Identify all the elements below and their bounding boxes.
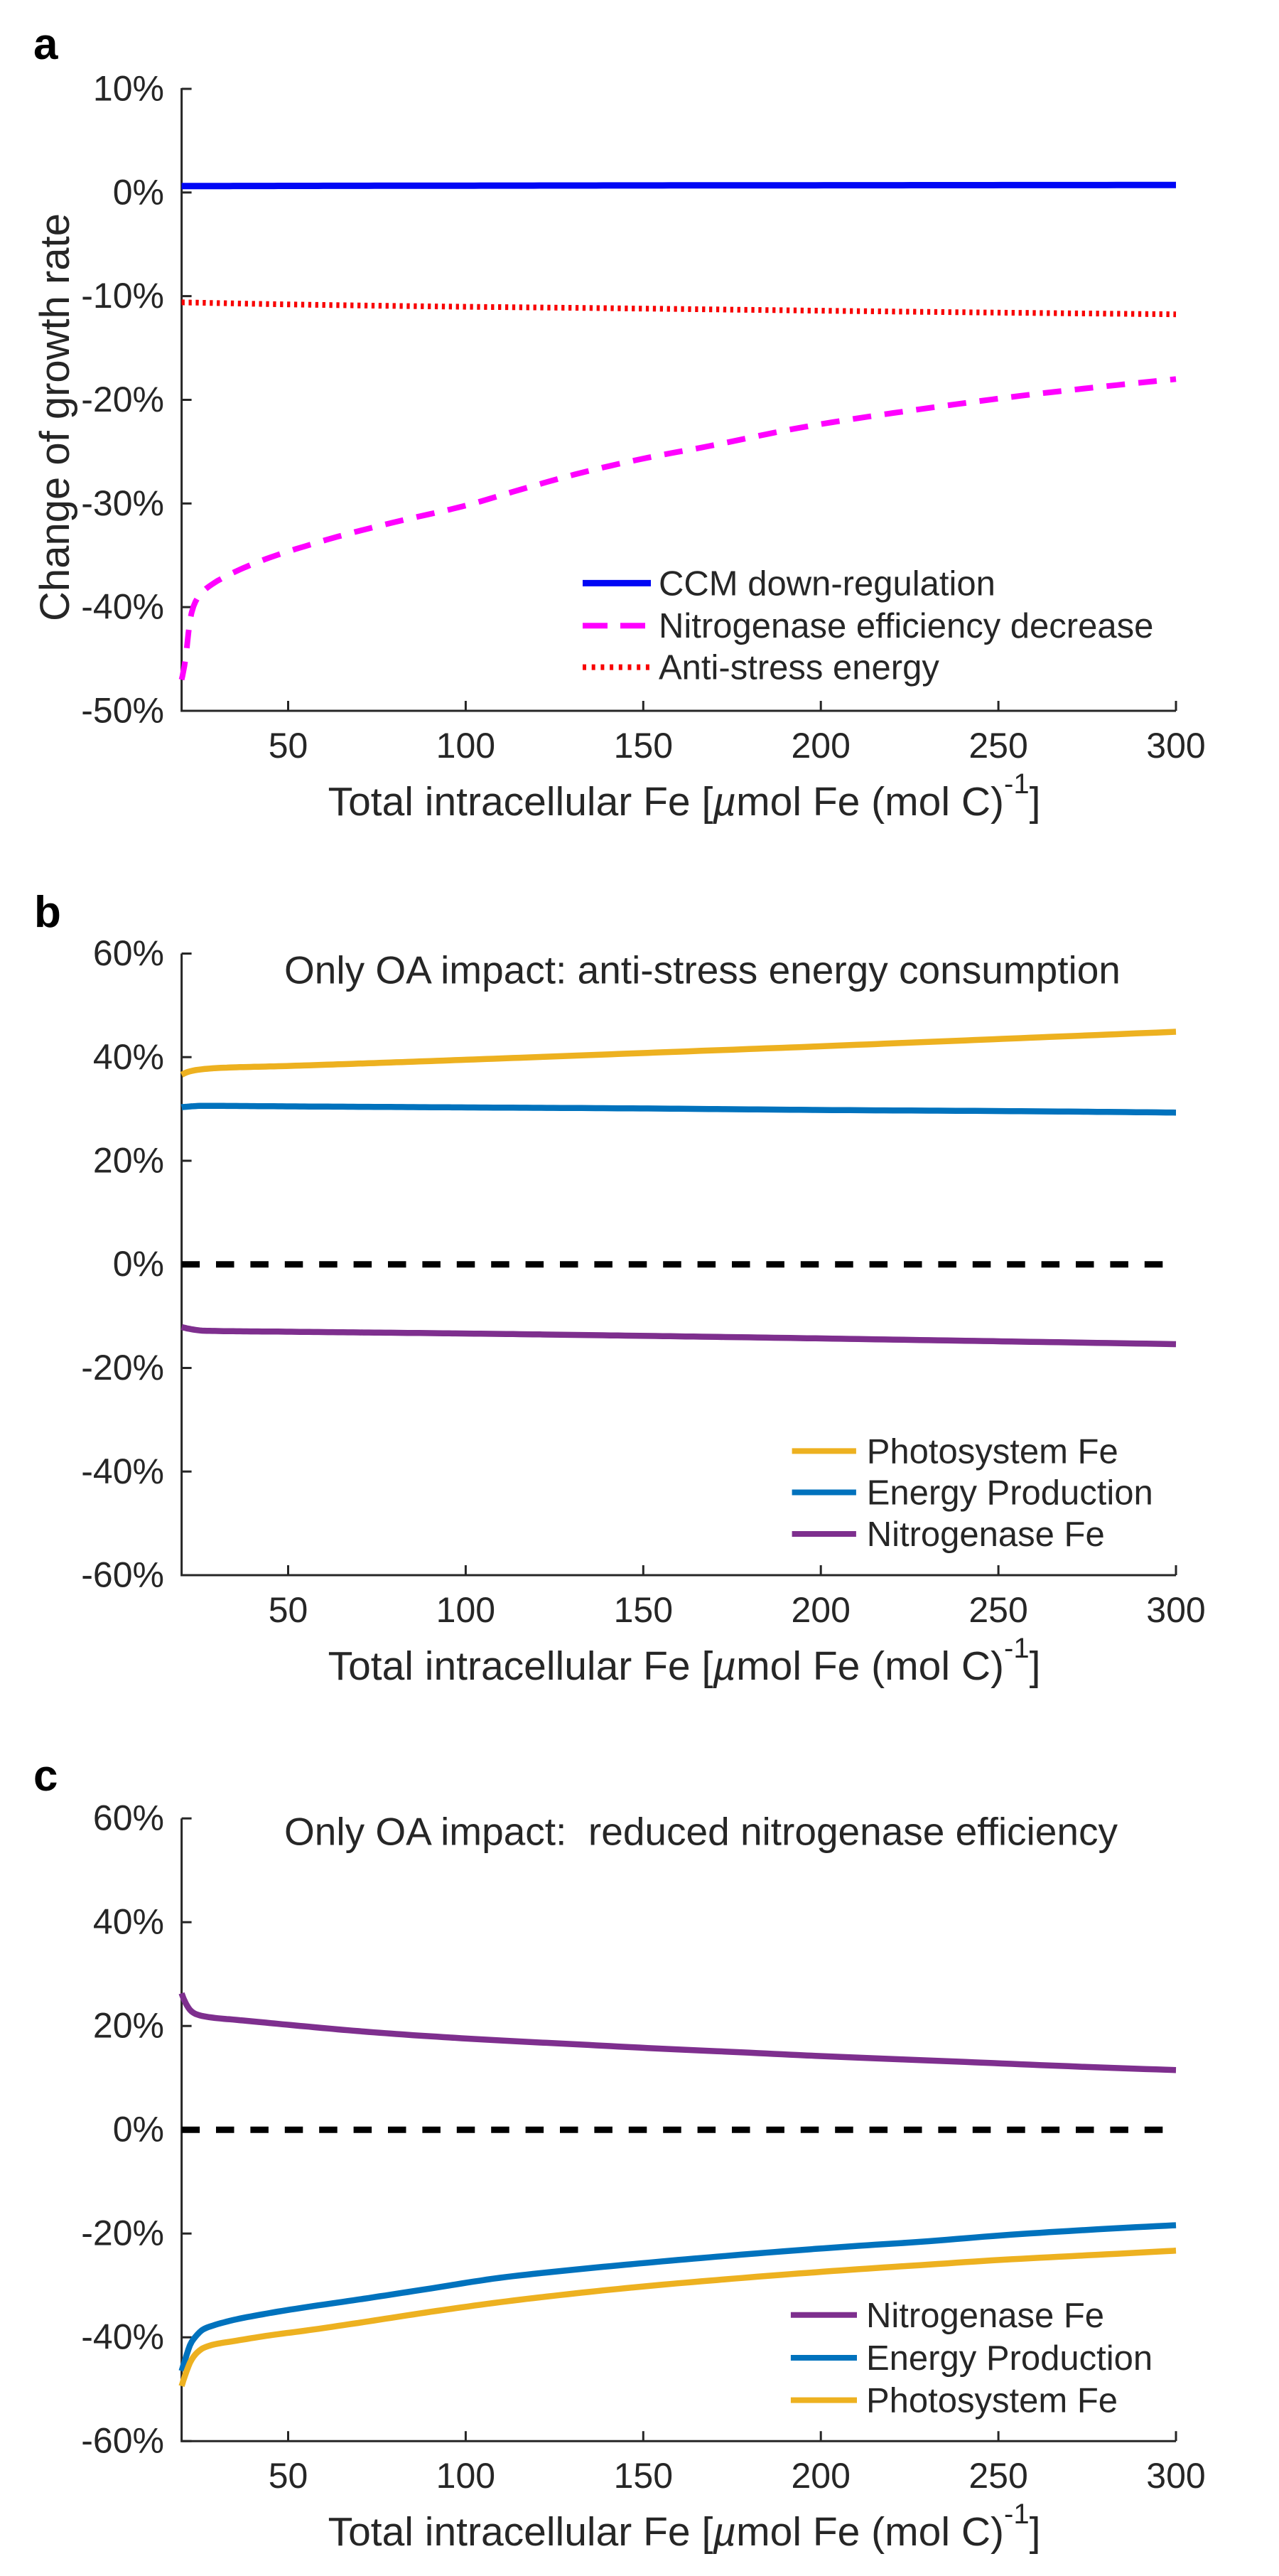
- svg-text:Nitrogenase Fe: Nitrogenase Fe: [867, 1515, 1105, 1554]
- svg-text:Only OA impact: reduced nitro: Only OA impact: reduced nitrogenase effi…: [284, 1810, 1118, 1854]
- svg-text:-40%: -40%: [81, 1451, 164, 1491]
- svg-text:Change of growth rate: Change of growth rate: [32, 213, 78, 621]
- svg-text:a: a: [33, 20, 58, 69]
- svg-text:0%: 0%: [113, 172, 164, 212]
- svg-text:CCM down-regulation: CCM down-regulation: [659, 564, 995, 603]
- svg-text:-10%: -10%: [81, 276, 164, 316]
- svg-text:-40%: -40%: [81, 2317, 164, 2357]
- svg-text:300: 300: [1146, 726, 1205, 766]
- svg-text:250: 250: [968, 726, 1027, 766]
- svg-text:-20%: -20%: [81, 380, 164, 419]
- svg-text:40%: 40%: [93, 1037, 164, 1077]
- svg-text:0%: 0%: [113, 2110, 164, 2150]
- svg-text:-40%: -40%: [81, 587, 164, 627]
- svg-text:50: 50: [269, 1590, 308, 1630]
- svg-text:0%: 0%: [113, 1244, 164, 1284]
- svg-text:20%: 20%: [93, 1141, 164, 1181]
- svg-text:200: 200: [791, 726, 850, 766]
- svg-text:Energy Production: Energy Production: [866, 2339, 1153, 2378]
- svg-text:Anti-stress energy: Anti-stress energy: [659, 649, 939, 687]
- svg-text:300: 300: [1146, 2456, 1205, 2496]
- svg-text:-60%: -60%: [81, 1555, 164, 1595]
- svg-text:Nitrogenase efficiency decreas: Nitrogenase efficiency decrease: [659, 607, 1153, 645]
- svg-text:10%: 10%: [93, 69, 164, 109]
- svg-text:150: 150: [614, 2456, 673, 2496]
- svg-text:250: 250: [968, 2456, 1027, 2496]
- svg-text:Nitrogenase Fe: Nitrogenase Fe: [866, 2297, 1104, 2335]
- svg-text:100: 100: [436, 2456, 495, 2496]
- svg-text:150: 150: [614, 726, 673, 766]
- svg-text:b: b: [34, 888, 61, 937]
- svg-text:60%: 60%: [93, 1798, 164, 1838]
- svg-text:-20%: -20%: [81, 1348, 164, 1388]
- svg-text:c: c: [33, 1751, 58, 1800]
- svg-text:Energy Production: Energy Production: [867, 1474, 1153, 1513]
- svg-text:Photosystem Fe: Photosystem Fe: [866, 2382, 1118, 2420]
- svg-text:40%: 40%: [93, 1902, 164, 1942]
- svg-text:-60%: -60%: [81, 2421, 164, 2461]
- svg-text:-30%: -30%: [81, 483, 164, 523]
- svg-text:20%: 20%: [93, 2006, 164, 2046]
- svg-text:60%: 60%: [93, 933, 164, 973]
- svg-text:50: 50: [269, 2456, 308, 2496]
- svg-text:200: 200: [791, 2456, 850, 2496]
- svg-text:200: 200: [791, 1590, 850, 1630]
- svg-text:Photosystem Fe: Photosystem Fe: [867, 1432, 1118, 1471]
- svg-text:Only OA impact: anti-stress en: Only OA impact: anti-stress energy consu…: [284, 948, 1121, 992]
- svg-text:250: 250: [968, 1590, 1027, 1630]
- svg-text:-20%: -20%: [81, 2213, 164, 2253]
- svg-text:150: 150: [614, 1590, 673, 1630]
- svg-text:100: 100: [436, 726, 495, 766]
- svg-text:-50%: -50%: [81, 691, 164, 731]
- svg-text:50: 50: [269, 726, 308, 766]
- svg-text:300: 300: [1146, 1590, 1205, 1630]
- svg-text:100: 100: [436, 1590, 495, 1630]
